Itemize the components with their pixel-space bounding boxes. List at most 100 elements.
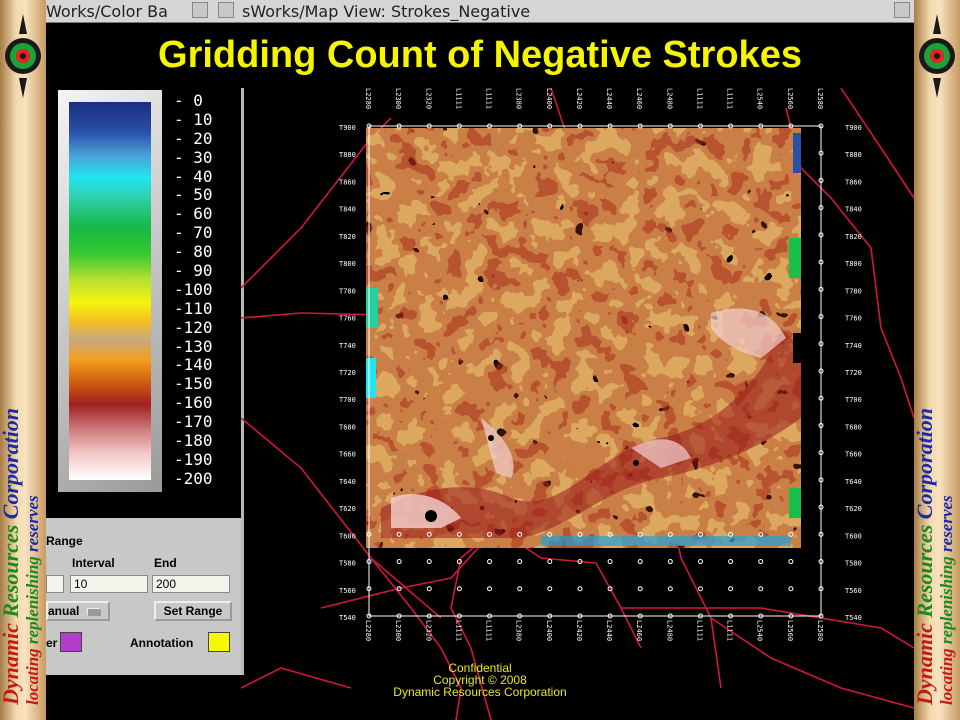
map-tick-label-right: T580 — [845, 560, 862, 568]
grid-node-marker — [577, 586, 583, 592]
map-tick-label-top: L2480 — [665, 88, 673, 109]
grid-node-marker — [667, 613, 673, 619]
color-bar-labels: - 0- 10- 20- 30- 40- 50- 60- 70- 80- 90-… — [174, 91, 240, 489]
map-view-window-title[interactable]: sWorks/Map View: Strokes_Negative — [242, 2, 531, 21]
window-titlebar: Works/Color Ba sWorks/Map View: Strokes_… — [46, 0, 914, 23]
window-maximize-button[interactable] — [218, 2, 234, 18]
grid-node-marker — [487, 613, 493, 619]
grid-node-marker — [366, 531, 372, 537]
grid-node-marker — [456, 531, 462, 537]
map-tick-label-bottom: L2400 — [545, 620, 553, 641]
map-tick-label-right: T680 — [845, 423, 862, 431]
grid-node-marker — [426, 123, 432, 129]
grid-node-marker — [788, 531, 794, 537]
grid-node-marker — [366, 559, 372, 565]
map-tick-label-top: L2300 — [394, 88, 402, 109]
map-tick-label-right: T840 — [845, 206, 862, 214]
color-swatch[interactable] — [60, 632, 82, 652]
color-bar-label: - 40 — [174, 166, 213, 186]
color-bar-label: -110 — [174, 298, 213, 318]
map-tick-label-bottom: L2460 — [635, 620, 643, 641]
grid-node-marker — [818, 450, 824, 456]
grid-node-marker — [818, 477, 824, 483]
start-field[interactable] — [46, 575, 64, 593]
bottom-tick-labels: L2280 L2300 L2320 L1111 L1111 L2380 L2400 L2420… — [364, 620, 824, 641]
grid-node-marker — [366, 123, 372, 129]
map-tick-label-left: T600 — [339, 532, 356, 540]
map-tick-label-left: T820 — [339, 233, 356, 241]
grid-node-marker — [577, 123, 583, 129]
map-tick-label-right: T640 — [845, 478, 862, 486]
grid-node-marker — [487, 586, 493, 592]
map-tick-label-bottom: L2420 — [575, 620, 583, 641]
color-bar-window-title[interactable]: Works/Color Ba — [46, 2, 168, 21]
map-tick-label-left: T800 — [339, 260, 356, 268]
window-menu-button[interactable] — [894, 2, 910, 18]
map-tick-label-left: T620 — [339, 505, 356, 513]
grid-node-marker — [788, 586, 794, 592]
end-field[interactable]: 200 — [152, 575, 230, 593]
grid-node-marker — [667, 123, 673, 129]
map-tick-label-left: T680 — [339, 423, 356, 431]
grid-node-marker — [818, 422, 824, 428]
grid-node-marker — [396, 559, 402, 565]
map-tick-label-right: T620 — [845, 505, 862, 513]
grid-node-marker — [697, 123, 703, 129]
grid-node-marker — [547, 613, 553, 619]
company-banner: Dynamic Resources Corporation locating r… — [0, 408, 42, 706]
map-tick-label-right: T660 — [845, 451, 862, 459]
grid-node-marker — [758, 531, 764, 537]
confidential-label: Confidential — [448, 661, 512, 675]
color-bar-label: - 70 — [174, 223, 213, 243]
grid-node-marker — [728, 123, 734, 129]
right-tick-labels: T900 T880 T860 T840 T820 T800 T780 T760 T740 T720… — [845, 124, 862, 622]
svg-text:Dynamic Resources Corporation: Dynamic Resources Corporation — [0, 408, 23, 706]
left-tick-labels: T900 T880 T860 T840 T820 T800 T780 T760 T740 T720… — [339, 124, 356, 622]
grid-node-marker — [637, 586, 643, 592]
color-bar-label: - 90 — [174, 261, 213, 281]
annotation-color-swatch[interactable] — [208, 632, 230, 652]
grid-node-marker — [818, 232, 824, 238]
grid-node-marker — [517, 613, 523, 619]
range-settings: Range Interval End 10 200 anual Set Rang… — [46, 518, 241, 675]
map-tick-label-top: L2280 — [364, 88, 372, 109]
map-tick-label-left: T740 — [339, 342, 356, 350]
svg-text:locating replenishing reserves: locating replenishing reserves — [937, 495, 956, 705]
color-bar-panel: - 0- 10- 20- 30- 40- 50- 60- 70- 80- 90-… — [46, 88, 244, 675]
grid-node-marker — [728, 559, 734, 565]
map-tick-label-bottom: L1111 — [485, 620, 493, 641]
interval-field[interactable]: 10 — [70, 575, 148, 593]
svg-text:Dynamic Resources Corporation: Dynamic Resources Corporation — [914, 408, 937, 706]
color-bar-label: -190 — [174, 449, 213, 469]
map-tick-label-right: T700 — [845, 396, 862, 404]
top-tick-labels: L2280 L2300 L2320 L1111 L1111 L2380 L2400 L2420… — [364, 88, 824, 109]
set-range-button[interactable]: Set Range — [154, 601, 232, 621]
grid-node-marker — [697, 613, 703, 619]
grid-node-marker — [728, 586, 734, 592]
map-tick-label-top: L2580 — [816, 88, 824, 109]
map-tick-label-top: L1111 — [726, 88, 734, 109]
grid-node-marker — [426, 613, 432, 619]
range-mode-dropdown[interactable]: anual — [46, 601, 110, 621]
grid-node-marker — [818, 504, 824, 510]
map-tick-label-right: T800 — [845, 260, 862, 268]
map-view[interactable]: L2280 L2300 L2320 L1111 L1111 L2380 L2400 L2420… — [241, 88, 914, 720]
color-bar-frame — [58, 90, 162, 492]
grid-node-marker — [637, 531, 643, 537]
grid-node-marker — [426, 559, 432, 565]
map-tick-label-top: L2320 — [424, 88, 432, 109]
map-tick-label-left: T900 — [339, 124, 356, 132]
map-tick-label-left: T720 — [339, 369, 356, 377]
map-tick-label-left: T540 — [339, 614, 356, 622]
dropdown-indicator-icon — [86, 607, 101, 616]
grid-node-marker — [487, 531, 493, 537]
window-menu-button[interactable] — [192, 2, 208, 18]
slide-title: Gridding Count of Negative Strokes — [158, 34, 802, 76]
map-tick-label-top: L2460 — [635, 88, 643, 109]
grid-node-marker — [607, 559, 613, 565]
heatmap-grid — [366, 128, 803, 548]
map-tick-label-left: T880 — [339, 151, 356, 159]
grid-node-marker — [456, 559, 462, 565]
map-tick-label-right: T780 — [845, 287, 862, 295]
grid-node-marker — [728, 531, 734, 537]
